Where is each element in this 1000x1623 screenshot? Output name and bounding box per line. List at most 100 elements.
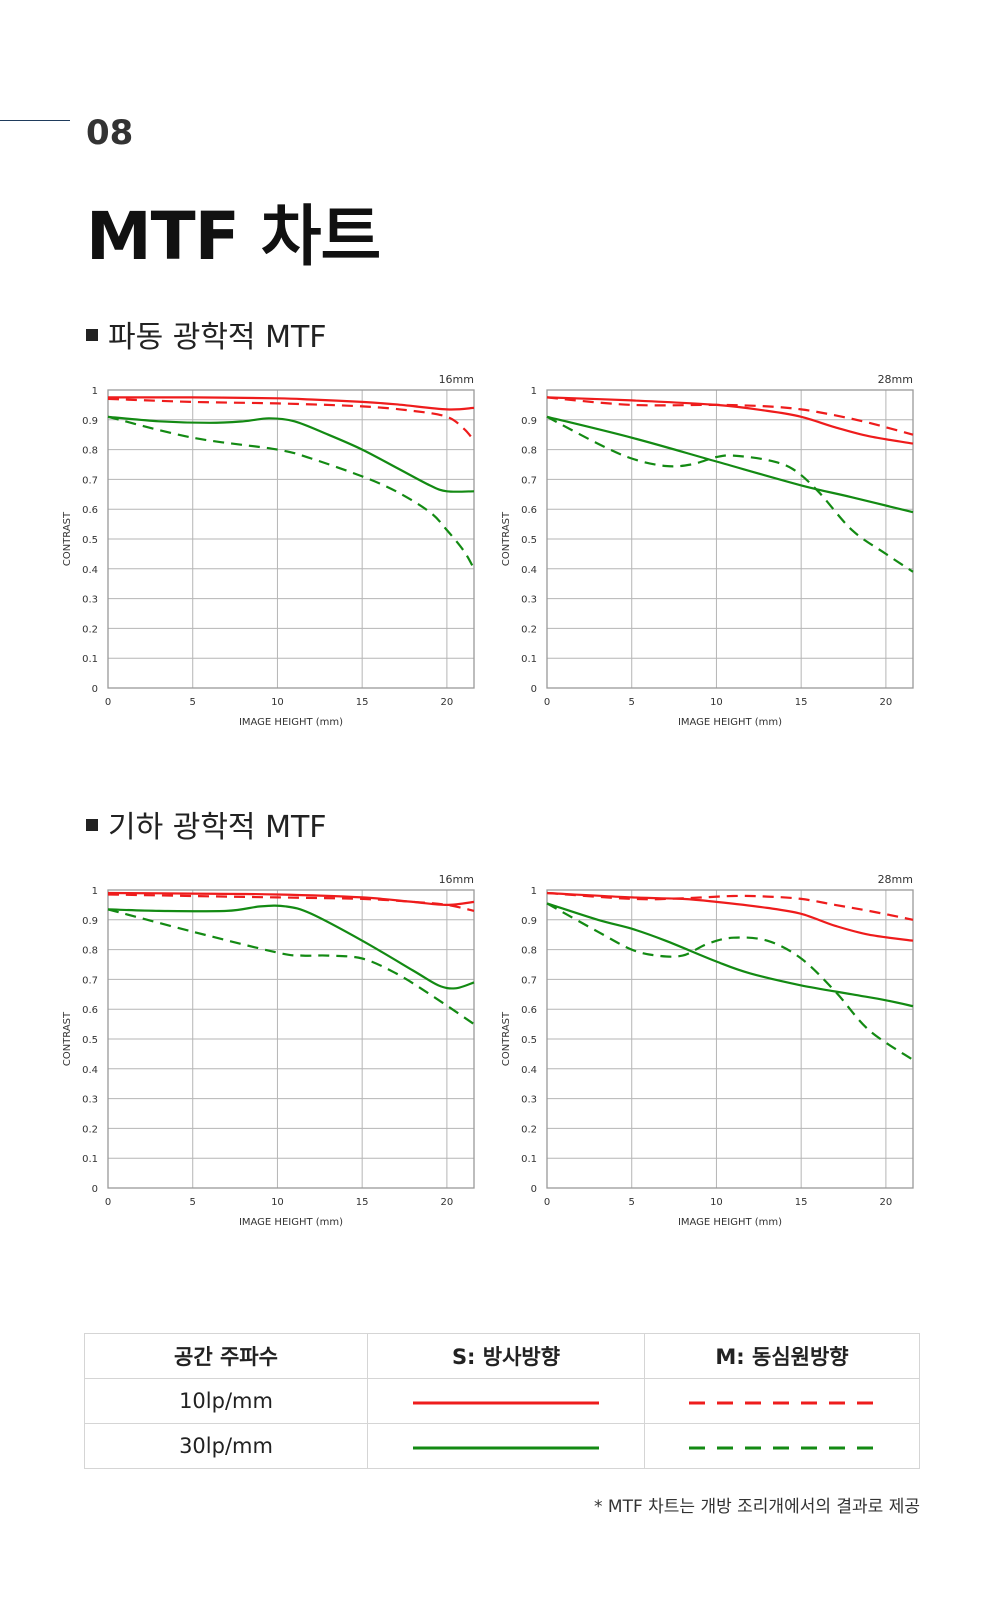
header-frequency: 공간 주파수 [84, 1333, 368, 1379]
y-tick-label: 0.2 [82, 624, 98, 635]
y-tick-label: 0.4 [82, 1065, 98, 1076]
y-tick-label: 0.7 [521, 475, 537, 486]
y-tick-label: 0.9 [82, 416, 98, 427]
focal-length-label: 16mm [439, 373, 474, 386]
mtf-chart-wave-28mm: 00.10.20.30.40.50.60.70.80.910 5 10 15 2028m… [501, 373, 914, 728]
x-tick-label: 5 [629, 697, 635, 708]
meridional-mtf-line [107, 397, 475, 442]
x-tick-label: 10 [710, 1197, 723, 1208]
sagittal-mtf-line [546, 415, 914, 514]
y-tick-label: 0 [531, 1184, 537, 1195]
y-tick-label: 0 [92, 1184, 98, 1195]
y-axis-label: CONTRAST [62, 1011, 73, 1066]
footnote: * MTF 차트는 개방 조리개에서의 결과로 제공 [594, 1497, 920, 1517]
heading-wave-optical: 파동 광학적 MTF [86, 312, 327, 356]
y-tick-label: 0.2 [521, 624, 537, 635]
y-tick-label: 0 [92, 684, 98, 695]
x-tick-label: 0 [544, 1197, 550, 1208]
x-tick-label: 15 [356, 697, 369, 708]
square-bullet-icon [86, 818, 98, 831]
x-tick-label: 5 [190, 1197, 196, 1208]
sagittal-mtf-line [107, 415, 475, 493]
x-axis-label: IMAGE HEIGHT (mm) [239, 1217, 343, 1228]
y-tick-label: 0.8 [521, 946, 537, 957]
x-tick-label: 0 [105, 1197, 111, 1208]
heading-text: 파동 광학적 MTF [108, 320, 327, 355]
meridional-mtf-line [107, 893, 475, 912]
meridional-mtf-line [546, 902, 914, 1061]
y-tick-label: 0.6 [521, 505, 537, 516]
y-tick-label: 0.6 [521, 1005, 537, 1016]
x-axis-label: IMAGE HEIGHT (mm) [678, 717, 782, 728]
y-tick-label: 0.9 [82, 916, 98, 927]
x-tick-label: 10 [710, 697, 723, 708]
y-tick-label: 0.8 [521, 446, 537, 457]
y-tick-label: 0.1 [82, 654, 98, 665]
y-tick-label: 1 [92, 386, 98, 397]
legend-row: 30lp/mm [84, 1423, 920, 1469]
y-tick-label: 0.4 [521, 565, 537, 576]
y-tick-label: 0.4 [521, 1065, 537, 1076]
y-tick-label: 0.1 [521, 654, 537, 665]
y-tick-label: 0.7 [521, 975, 537, 986]
y-tick-label: 0.2 [82, 1124, 98, 1135]
meridional-mtf-line [546, 415, 914, 573]
x-axis-label: IMAGE HEIGHT (mm) [239, 717, 343, 728]
y-tick-label: 0.9 [521, 916, 537, 927]
y-tick-label: 0.1 [82, 1154, 98, 1165]
heading-geometric-optical: 기하 광학적 MTF [86, 802, 327, 846]
y-axis-label: CONTRAST [501, 511, 512, 566]
x-tick-label: 20 [880, 697, 893, 708]
sagittal-mtf-line [546, 396, 914, 445]
x-tick-label: 0 [105, 697, 111, 708]
meridional-mtf-line [107, 415, 475, 570]
x-tick-label: 15 [795, 697, 808, 708]
top-rule [0, 120, 70, 121]
x-tick-label: 10 [271, 697, 284, 708]
x-tick-label: 5 [629, 1197, 635, 1208]
y-axis-label: CONTRAST [501, 1011, 512, 1066]
x-tick-label: 0 [544, 697, 550, 708]
y-tick-label: 0.8 [82, 946, 98, 957]
y-tick-label: 0.5 [521, 535, 537, 546]
y-tick-label: 0.5 [82, 535, 98, 546]
y-tick-label: 0.6 [82, 505, 98, 516]
focal-length-label: 28mm [878, 373, 913, 386]
y-tick-label: 0.5 [521, 1035, 537, 1046]
legend-swatch-solid [367, 1423, 645, 1469]
focal-length-label: 28mm [878, 873, 913, 886]
red-dashed-line-swatch [689, 1401, 875, 1405]
sagittal-mtf-line [546, 891, 914, 942]
y-tick-label: 1 [531, 886, 537, 897]
sagittal-mtf-line [107, 891, 475, 907]
plot-frame [546, 889, 914, 1189]
legend-header-row: 공간 주파수 S: 방사방향 M: 동심원방향 [84, 1333, 920, 1379]
section-number: 08 [86, 113, 134, 153]
heading-text: 기하 광학적 MTF [108, 810, 327, 845]
header-sagittal: S: 방사방향 [367, 1333, 645, 1379]
meridional-mtf-line [107, 908, 475, 1026]
plot-frame [107, 389, 475, 689]
sagittal-mtf-line [546, 902, 914, 1008]
green-dashed-line-swatch [689, 1446, 875, 1450]
y-tick-label: 0.3 [82, 595, 98, 606]
x-tick-label: 15 [795, 1197, 808, 1208]
legend-swatch-dashed [644, 1423, 920, 1469]
y-tick-label: 0.7 [82, 475, 98, 486]
y-tick-label: 0.1 [521, 1154, 537, 1165]
legend-swatch-dashed [644, 1378, 920, 1424]
header-meridional: M: 동심원방향 [644, 1333, 920, 1379]
y-tick-label: 0.6 [82, 1005, 98, 1016]
y-tick-label: 0.8 [82, 446, 98, 457]
legend-table: 공간 주파수 S: 방사방향 M: 동심원방향 10lp/mm 30lp/mm [84, 1333, 920, 1469]
y-tick-label: 1 [92, 886, 98, 897]
plot-frame [546, 389, 914, 689]
x-tick-label: 15 [356, 1197, 369, 1208]
legend-row: 10lp/mm [84, 1378, 920, 1424]
sagittal-mtf-line [107, 396, 475, 411]
sagittal-mtf-line [107, 904, 475, 990]
y-tick-label: 0.3 [521, 595, 537, 606]
x-axis-label: IMAGE HEIGHT (mm) [678, 1217, 782, 1228]
focal-length-label: 16mm [439, 873, 474, 886]
meridional-mtf-line [546, 891, 914, 921]
